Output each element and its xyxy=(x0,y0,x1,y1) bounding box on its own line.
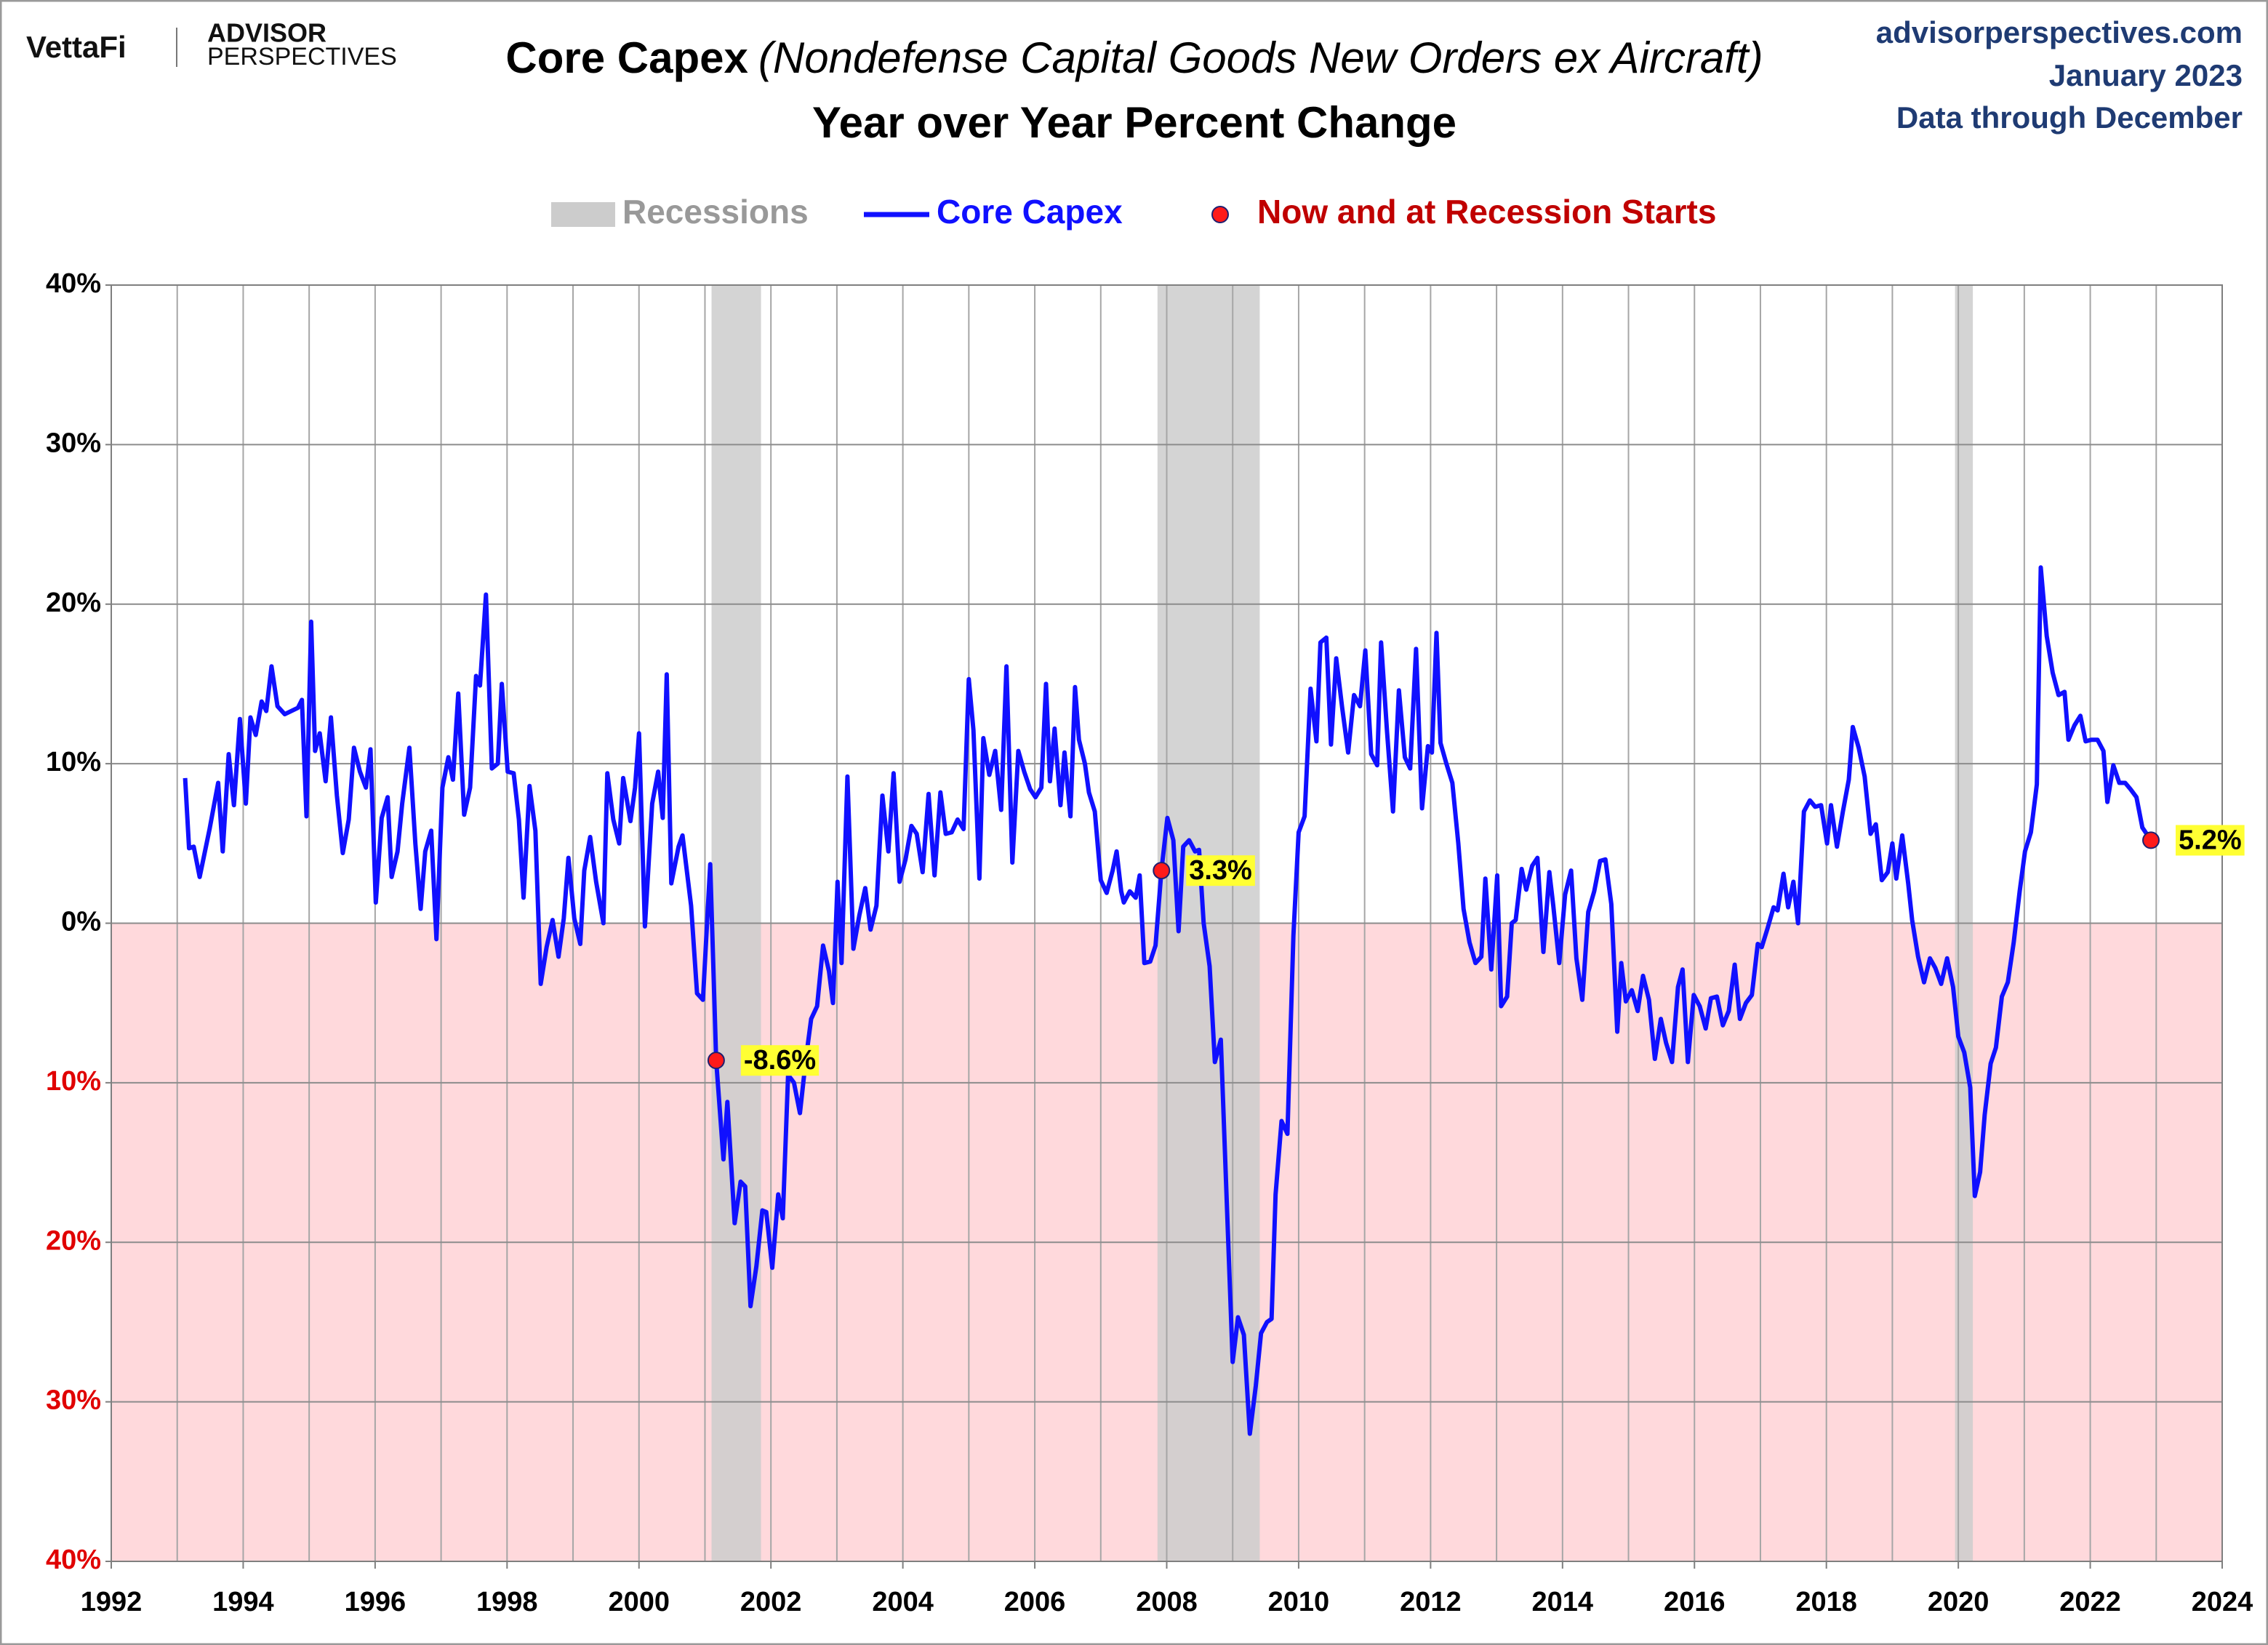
chart-title: Core Capex (Nondefense Capital Goods New … xyxy=(505,33,1763,82)
x-tick-label: 1992 xyxy=(81,1587,143,1617)
legend-label: Now and at Recession Starts xyxy=(1257,193,1716,231)
data-note: Data through December xyxy=(1896,100,2243,135)
x-tick-label: 2018 xyxy=(1795,1587,1857,1617)
y-tick-label: 20% xyxy=(46,588,101,618)
legend-label: Core Capex xyxy=(937,193,1123,231)
x-tick-label: 2014 xyxy=(1532,1587,1594,1617)
x-tick-label: 2022 xyxy=(2059,1587,2121,1617)
brand-top: ADVISOR xyxy=(207,18,326,48)
legend-swatch-marker xyxy=(1211,206,1229,223)
chart-subtitle: Year over Year Percent Change xyxy=(812,98,1456,147)
x-tick-label: 2012 xyxy=(1400,1587,1462,1617)
value-label-box xyxy=(1186,855,1255,886)
y-tick-label: 20% xyxy=(46,1225,101,1256)
value-label-box xyxy=(740,1045,820,1076)
x-tick-label: 2016 xyxy=(1664,1587,1726,1617)
title-main: Core Capex xyxy=(505,33,748,82)
y-tick-label: 40% xyxy=(46,268,101,299)
x-tick-label: 2020 xyxy=(1928,1587,1989,1617)
site: advisorperspectives.com xyxy=(1876,15,2243,49)
x-tick-label: 2004 xyxy=(872,1587,934,1617)
point-marker xyxy=(707,1052,725,1070)
x-tick-label: 2010 xyxy=(1268,1587,1330,1617)
value-label: -8.6% xyxy=(744,1045,816,1076)
x-tick-label: 2002 xyxy=(740,1587,802,1617)
line-series xyxy=(183,565,2153,1436)
title-note: (Nondefense Capital Goods New Orders ex … xyxy=(758,33,1763,82)
point-marker xyxy=(1153,862,1171,880)
date: January 2023 xyxy=(2049,58,2243,92)
y-tick-label: 30% xyxy=(46,428,101,458)
y-tick-label: 10% xyxy=(46,747,101,777)
x-tick-label: 1996 xyxy=(345,1587,406,1617)
brand-bottom: PERSPECTIVES xyxy=(207,43,397,71)
legend-label: Recessions xyxy=(622,193,809,231)
y-tick-label: 0% xyxy=(61,907,101,937)
value-label-box xyxy=(2176,825,2245,856)
value-label: 3.3% xyxy=(1189,855,1252,886)
y-tick-label: 40% xyxy=(46,1545,101,1575)
y-tick-label: 10% xyxy=(46,1066,101,1097)
logo: VettaFi xyxy=(26,30,127,64)
point-marker xyxy=(2142,831,2160,849)
x-tick-label: 2024 xyxy=(2192,1587,2253,1617)
x-tick-label: 1998 xyxy=(476,1587,538,1617)
y-tick-label: 30% xyxy=(46,1385,101,1416)
x-tick-label: 1994 xyxy=(212,1587,274,1617)
x-tick-label: 2008 xyxy=(1136,1587,1198,1617)
x-tick-label: 2006 xyxy=(1004,1587,1066,1617)
legend-swatch-recessions xyxy=(551,202,615,227)
value-label: 5.2% xyxy=(2179,825,2242,855)
x-tick-label: 2000 xyxy=(608,1587,670,1617)
